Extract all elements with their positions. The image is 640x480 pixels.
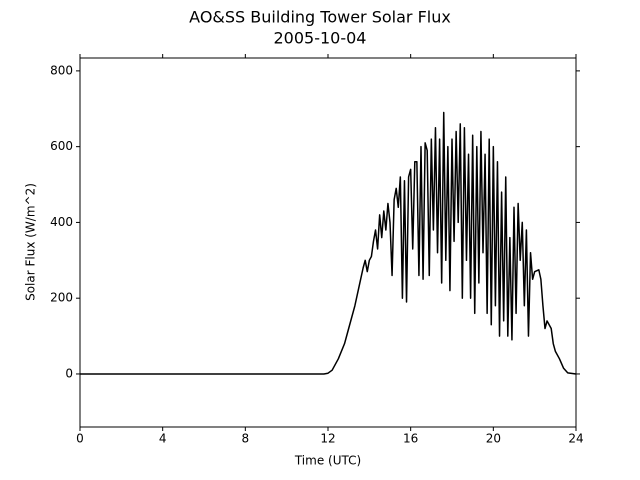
x-tick-label: 12 (320, 432, 335, 446)
plot-frame (79, 57, 577, 428)
y-tick-label: 600 (50, 139, 73, 153)
x-axis-label: Time (UTC) (294, 454, 361, 468)
y-tick-label: 200 (50, 291, 73, 305)
chart-subtitle: 2005-10-04 (274, 29, 367, 48)
y-tick-label: 800 (50, 63, 73, 77)
y-tick-label: 400 (50, 215, 73, 229)
x-tick-label: 4 (159, 432, 167, 446)
x-tick-label: 24 (568, 432, 583, 446)
data-line (80, 111, 577, 375)
chart-title: AO&SS Building Tower Solar Flux (189, 8, 451, 27)
x-tick-label: 16 (403, 432, 418, 446)
x-tick-label: 8 (242, 432, 250, 446)
x-tick-label: 0 (76, 432, 84, 446)
y-axis-label: Solar Flux (W/m^2) (24, 183, 38, 301)
x-tick-label: 20 (486, 432, 501, 446)
y-tick-label: 0 (65, 366, 73, 380)
